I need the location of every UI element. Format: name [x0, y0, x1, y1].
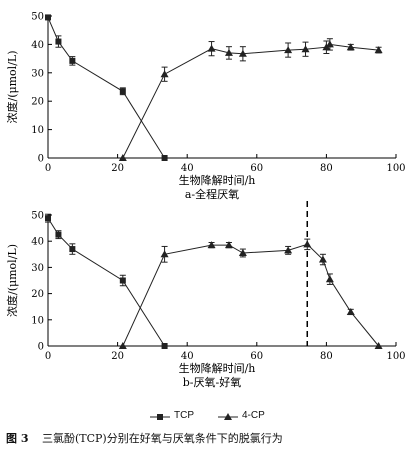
series-line-cp4 — [122, 43, 379, 159]
data-point-cp4 — [238, 248, 247, 256]
data-point-tcp — [45, 215, 51, 222]
panel-label: a-全程厌氧 — [185, 187, 239, 201]
series-line-tcp — [47, 217, 166, 347]
figure-number: 图 3 — [6, 432, 29, 445]
legend-tcp-marker — [157, 414, 163, 420]
y-tick-label: 20 — [31, 289, 44, 300]
y-tick-label: 50 — [31, 12, 44, 23]
legend-4cp-marker — [224, 413, 232, 420]
series-line-cp4 — [122, 243, 379, 347]
chart-legend: TCP 4-CP — [148, 410, 328, 424]
y-tick-label: 40 — [31, 40, 44, 51]
x-tick-label: 60 — [250, 163, 263, 174]
data-point-tcp — [69, 246, 76, 253]
data-point-cp4 — [284, 46, 293, 54]
data-point-tcp — [55, 231, 62, 238]
y-axis-label: 浓度/(μmol/L) — [5, 244, 19, 317]
data-point-tcp — [119, 88, 126, 95]
data-point-cp4 — [301, 45, 310, 53]
data-point-tcp — [55, 38, 62, 45]
x-tick-label: 20 — [111, 163, 124, 174]
legend-swatches — [150, 413, 238, 420]
legend-4cp-label: 4-CP — [242, 410, 265, 421]
x-tick-label: 80 — [320, 163, 333, 174]
y-tick-label: 20 — [31, 97, 44, 108]
data-point-tcp — [161, 343, 168, 349]
panel-label: b-厌氧-好氧 — [183, 375, 241, 389]
data-point-cp4 — [207, 241, 216, 249]
x-tick-label: 20 — [111, 351, 124, 362]
x-tick-label: 40 — [181, 351, 194, 362]
data-point-cp4 — [160, 250, 169, 258]
data-point-cp4 — [325, 275, 334, 283]
y-tick-label: 10 — [31, 315, 44, 326]
y-tick-label: 0 — [38, 342, 44, 353]
y-tick-label: 30 — [31, 263, 44, 274]
x-axis-label: 生物降解时间/h — [179, 361, 256, 375]
x-tick-label: 40 — [181, 163, 194, 174]
x-tick-label: 60 — [250, 351, 263, 362]
y-tick-label: 10 — [31, 125, 44, 136]
data-point-cp4 — [374, 342, 383, 349]
x-tick-label: 0 — [45, 163, 51, 174]
panel-a-chart: 0 20 40 60 80 100 0 10 20 30 40 50 浓度/(μmol/L) 生物降解时间… — [5, 12, 406, 202]
data-point-tcp — [161, 155, 168, 161]
x-tick-label: 0 — [45, 351, 51, 362]
x-tick-label: 100 — [386, 351, 405, 362]
data-point-tcp — [69, 57, 76, 64]
y-tick-label: 0 — [38, 154, 44, 165]
figure-caption: 图 3 三氯酚(TCP)分别在好氧与厌氧条件下的脱氯行为 — [6, 430, 412, 446]
data-point-cp4 — [118, 154, 127, 161]
data-point-tcp — [119, 277, 126, 284]
data-point-cp4 — [284, 246, 293, 254]
data-point-cp4 — [224, 48, 233, 56]
data-point-cp4 — [346, 307, 355, 315]
legend-tcp-label: TCP — [174, 410, 194, 421]
data-point-cp4 — [118, 342, 127, 349]
x-axis-label: 生物降解时间/h — [179, 173, 256, 187]
panel-b-chart: 0 20 40 60 80 100 0 10 20 30 40 50 浓度/(μmol/L) 生物降解时间… — [5, 201, 406, 389]
data-point-cp4 — [224, 241, 233, 249]
data-point-cp4 — [238, 49, 247, 57]
x-tick-label: 100 — [386, 163, 405, 174]
data-point-cp4 — [207, 44, 216, 52]
y-tick-label: 30 — [31, 68, 44, 79]
data-point-cp4 — [374, 46, 383, 54]
data-point-cp4 — [160, 70, 169, 78]
y-tick-label: 50 — [31, 211, 44, 222]
data-point-cp4 — [325, 40, 334, 48]
data-point-cp4 — [346, 43, 355, 51]
data-point-tcp — [45, 14, 51, 21]
x-tick-label: 80 — [320, 351, 333, 362]
series-line-tcp — [47, 17, 166, 159]
y-tick-label: 40 — [31, 237, 44, 248]
data-point-cp4 — [318, 255, 327, 263]
data-point-cp4 — [303, 240, 312, 248]
y-axis-label: 浓度/(μmol/L) — [5, 50, 19, 123]
figure-caption-text: 三氯酚(TCP)分别在好氧与厌氧条件下的脱氯行为 — [41, 432, 283, 445]
